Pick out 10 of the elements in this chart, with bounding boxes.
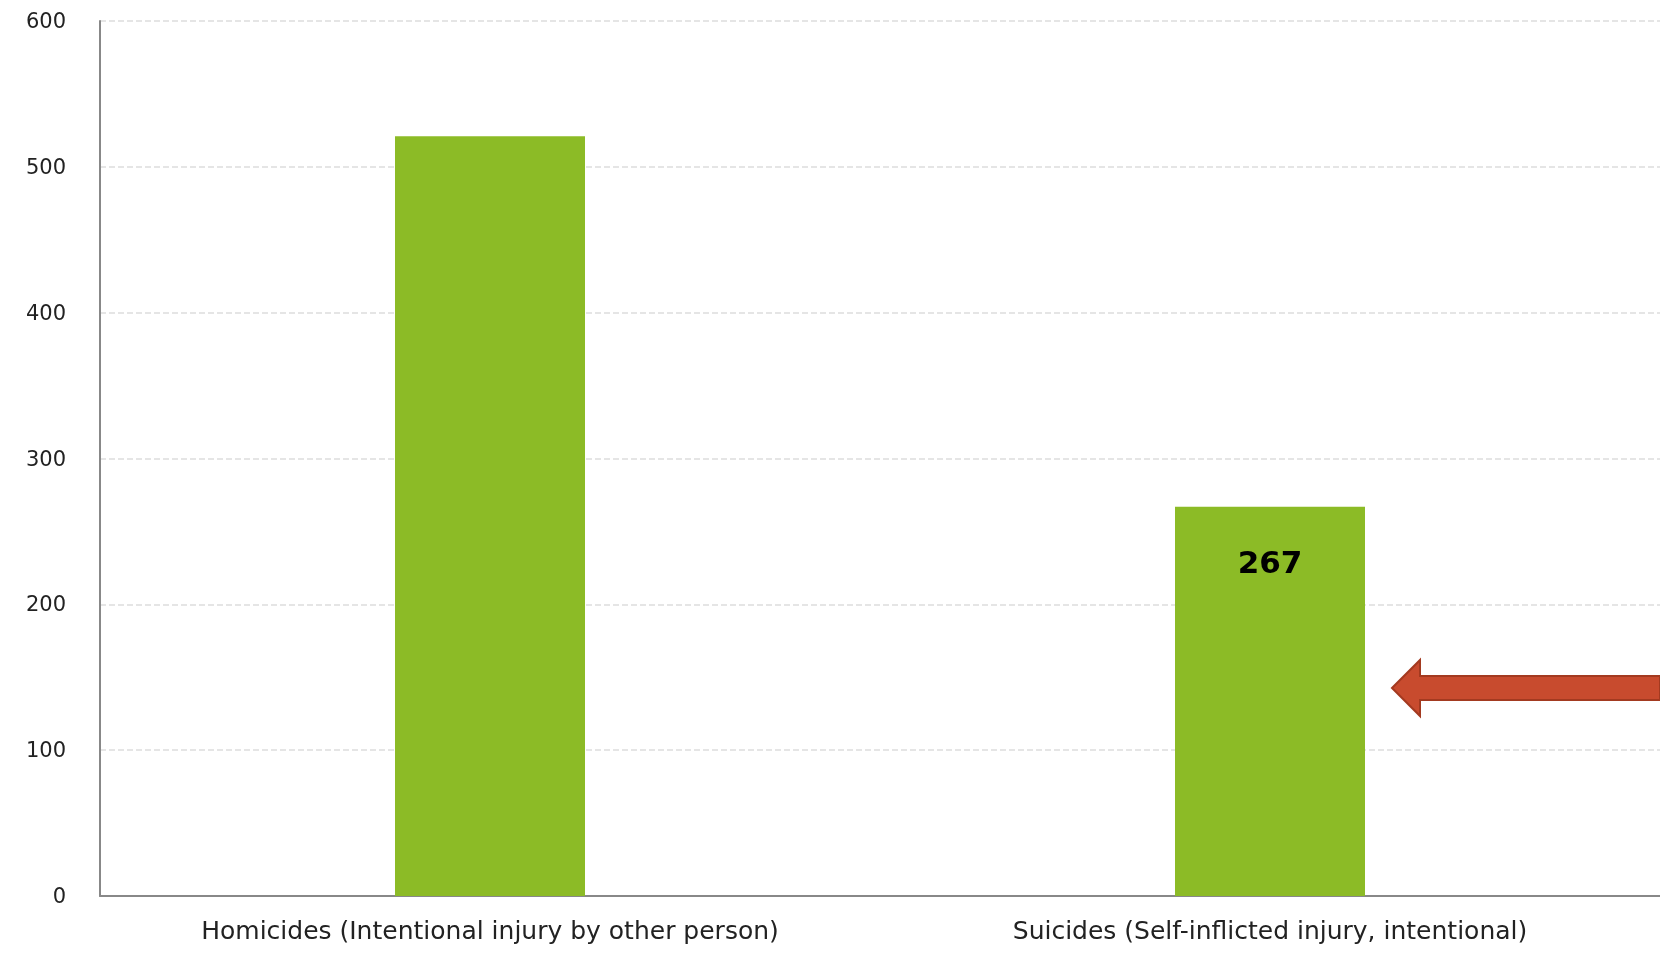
y-tick-label: 300 [25,446,66,471]
x-tick-label: Homicides (Intentional injury by other person) [201,916,779,945]
y-tick-label: 500 [25,154,66,179]
y-tick-label: 600 [25,9,66,33]
y-tick-label: 400 [25,300,66,325]
x-tick-label: Suicides (Self-inflicted injury, intentional) [1012,916,1528,945]
data-label: 267 [1237,544,1303,581]
y-tick-label: 100 [25,738,66,763]
y-tick-label: 0 [52,884,66,908]
y-tick-label: 200 [25,592,66,617]
